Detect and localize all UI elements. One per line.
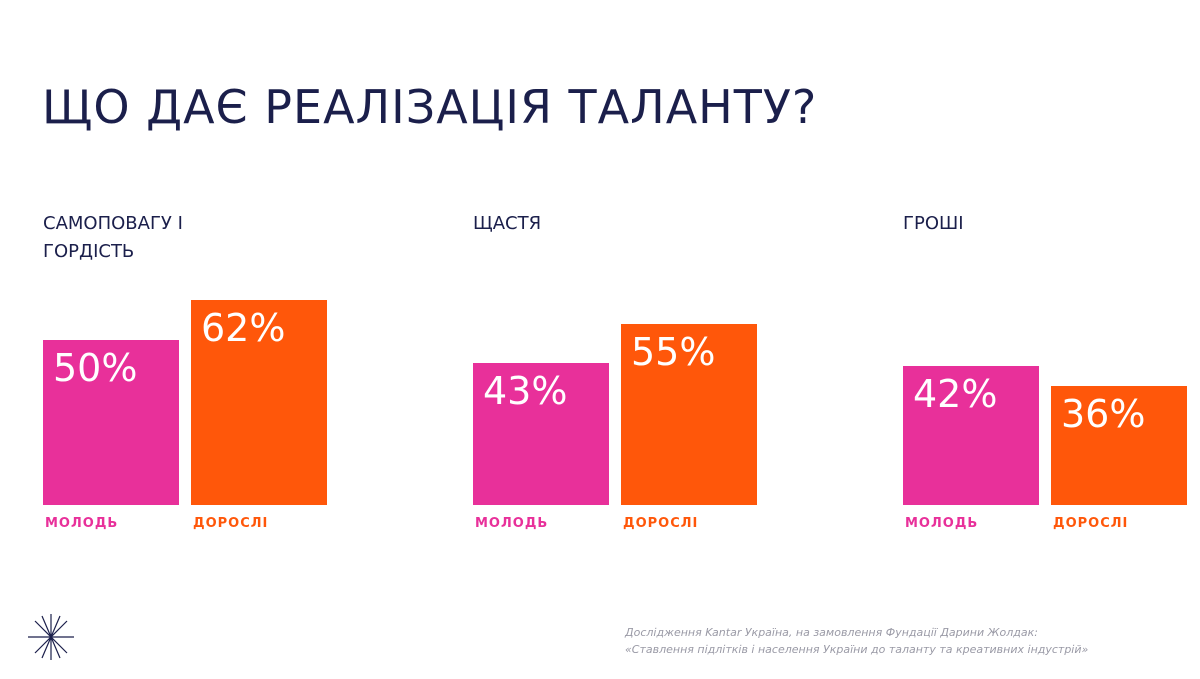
group-title: САМОПОВАГУ І ГОРДІСТЬ <box>43 213 183 262</box>
category-label: МОЛОДЬ <box>475 516 549 531</box>
group-title: ГРОШІ <box>903 213 964 234</box>
group-title: ЩАСТЯ <box>473 213 542 234</box>
category-label: ДОРОСЛІ <box>623 516 699 531</box>
bar <box>191 300 327 505</box>
bar <box>903 366 1039 505</box>
value-label: 50% <box>53 346 138 390</box>
value-label: 36% <box>1061 392 1146 437</box>
bar <box>43 340 179 505</box>
slide-title: ЩО ДАЄ РЕАЛІЗАЦІЯ ТАЛАНТУ? <box>42 80 818 134</box>
category-label: МОЛОДЬ <box>45 516 119 531</box>
source-note: Дослідження Kantar Україна, на замовленн… <box>625 626 1038 639</box>
bar <box>473 363 609 505</box>
bar <box>1051 386 1187 505</box>
value-label: 55% <box>631 329 716 374</box>
bar <box>621 323 757 505</box>
category-label: ДОРОСЛІ <box>1053 516 1129 531</box>
source-note: «Ставлення підлітків і населення України… <box>625 643 1089 656</box>
value-label: 43% <box>483 369 568 414</box>
value-label: 42% <box>913 372 998 417</box>
category-label: ДОРОСЛІ <box>193 516 269 531</box>
category-label: МОЛОДЬ <box>905 516 979 531</box>
logo-star <box>28 614 74 660</box>
value-label: 62% <box>201 306 286 351</box>
